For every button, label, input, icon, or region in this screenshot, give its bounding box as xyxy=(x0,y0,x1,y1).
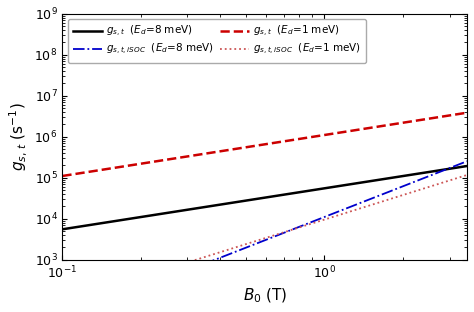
X-axis label: $B_0$ (T): $B_0$ (T) xyxy=(243,287,287,305)
Legend: $g_{s,t}$  ($E_d$=8 meV), $g_{s,t,iSOC}$  ($E_d$=8 meV), $g_{s,t}$  ($E_d$=1 meV: $g_{s,t}$ ($E_d$=8 meV), $g_{s,t,iSOC}$ … xyxy=(68,19,366,63)
Y-axis label: $g_{s,\,t}$ (s$^{-1}$): $g_{s,\,t}$ (s$^{-1}$) xyxy=(7,102,29,171)
